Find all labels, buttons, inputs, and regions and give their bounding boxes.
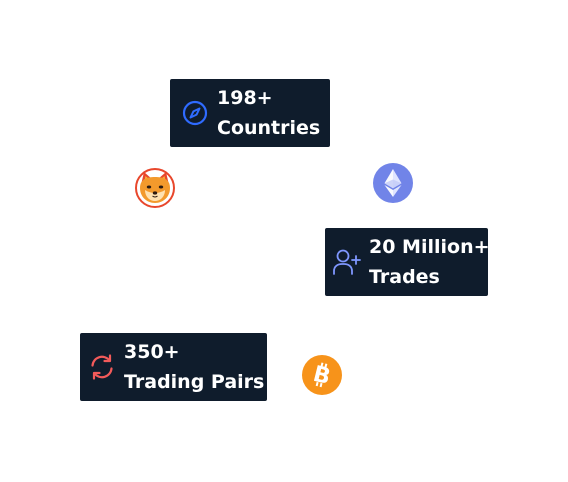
svg-text:B: B [311,362,333,390]
stat-card-trading-pairs: 350+ Trading Pairs [80,333,267,401]
stat-text: 198+ Countries [217,83,320,143]
stat-text: 20 Million+ Trades [369,232,490,292]
shiba-inu-coin [135,168,175,208]
ethereum-coin [373,163,413,203]
stat-value: 20 Million+ [369,236,490,258]
stat-label: Trading Pairs [124,371,265,393]
stat-value: 198+ [217,87,273,109]
stat-card-countries: 198+ Countries [170,79,330,147]
stat-label: Countries [217,117,321,139]
compass-icon [182,100,208,126]
stat-card-trades: 20 Million+ Trades [325,228,490,296]
bitcoin-coin: B [302,355,342,395]
ethereum-icon [373,163,413,203]
stat-value: 350+ [124,341,180,363]
stat-text: 350+ Trading Pairs [124,337,264,397]
shiba-inu-icon [135,168,175,208]
user-plus-icon [333,247,361,277]
refresh-icon [88,353,116,381]
bitcoin-icon: B [302,355,342,395]
stat-label: Trades [369,266,440,288]
